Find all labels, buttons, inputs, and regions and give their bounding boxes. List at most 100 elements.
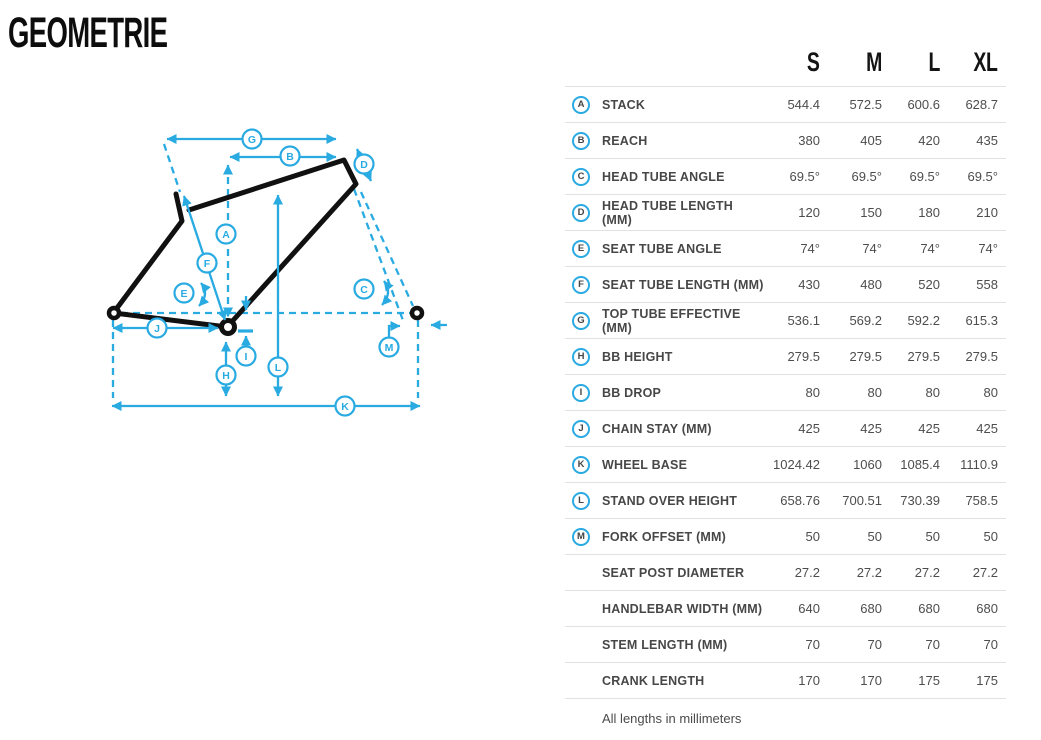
row-letter-cell: I <box>565 383 602 402</box>
row-letter-cell <box>565 672 602 690</box>
row-label: SEAT POST DIAMETER <box>602 565 745 580</box>
row-letter-badge: H <box>572 347 590 366</box>
row-label: HEAD TUBE LENGTH (MM) <box>602 198 733 227</box>
table-row: I BB DROP 80 80 80 80 <box>565 374 1006 410</box>
value-l: 70 <box>925 637 940 652</box>
row-letter-cell: L <box>565 491 602 510</box>
table-row: CRANK LENGTH 170 170 175 175 <box>565 662 1006 698</box>
value-l: 420 <box>918 133 940 148</box>
value-s: 80 <box>805 385 820 400</box>
value-xl: 279.5 <box>965 349 998 364</box>
value-l: 69.5° <box>909 169 940 184</box>
rear-axle <box>106 305 122 321</box>
table-row: A STACK 544.4 572.5 600.6 628.7 <box>565 86 1006 122</box>
value-s: 658.76 <box>780 493 820 508</box>
value-s: 544.4 <box>787 97 820 112</box>
diagram-badge-letter-B: B <box>286 151 294 163</box>
diagram-badge-letter-F: F <box>204 258 211 270</box>
table-row: HANDLEBAR WIDTH (MM) 640 680 680 680 <box>565 590 1006 626</box>
value-xl: 1110.9 <box>960 457 998 472</box>
value-s: 425 <box>798 421 820 436</box>
value-l: 279.5 <box>907 349 940 364</box>
chain-stay <box>111 310 230 330</box>
value-l: 27.2 <box>914 565 940 580</box>
diagram-badge-letter-M: M <box>385 342 394 354</box>
value-s: 430 <box>798 277 820 292</box>
row-label: FORK OFFSET (MM) <box>602 529 727 544</box>
row-letter-cell <box>565 600 602 618</box>
diagram-badge-C <box>353 278 375 300</box>
value-m: 170 <box>860 673 882 688</box>
diagram-badge-letter-E: E <box>180 288 187 300</box>
value-m: 150 <box>860 205 882 220</box>
diagram-badge-D <box>353 153 375 175</box>
size-header-xl: XL <box>973 47 998 77</box>
diagram-badge-I <box>235 345 257 367</box>
table-row: E SEAT TUBE ANGLE 74° 74° 74° 74° <box>565 230 1006 266</box>
table-row: SEAT POST DIAMETER 27.2 27.2 27.2 27.2 <box>565 554 1006 590</box>
row-label: SEAT TUBE LENGTH (MM) <box>602 277 764 292</box>
value-xl: 80 <box>983 385 998 400</box>
value-s: 1024.42 <box>773 457 820 472</box>
value-l: 425 <box>918 421 940 436</box>
value-xl: 558 <box>976 277 998 292</box>
value-l: 80 <box>925 385 940 400</box>
row-label: STAND OVER HEIGHT <box>602 493 738 508</box>
value-m: 279.5 <box>849 349 882 364</box>
value-m: 405 <box>860 133 882 148</box>
row-letter-cell: G <box>565 311 602 330</box>
value-s: 380 <box>798 133 820 148</box>
value-m: 74° <box>862 241 882 256</box>
table-row: G TOP TUBE EFFECTIVE (MM) 536.1 569.2 59… <box>565 302 1006 338</box>
value-l: 175 <box>918 673 940 688</box>
row-letter-badge: B <box>572 131 590 150</box>
table-row: J CHAIN STAY (MM) 425 425 425 425 <box>565 410 1006 446</box>
value-xl: 435 <box>976 133 998 148</box>
diagram-badge-A <box>215 223 237 245</box>
diagram-badge-letter-C: C <box>360 284 368 296</box>
row-letter-badge: I <box>572 383 590 402</box>
table-row: C HEAD TUBE ANGLE 69.5° 69.5° 69.5° 69.5… <box>565 158 1006 194</box>
row-letter-cell <box>565 636 602 654</box>
diagram-badge-letter-J: J <box>154 323 160 335</box>
front-axle <box>409 305 425 321</box>
value-xl: 69.5° <box>967 169 998 184</box>
row-letter-cell: J <box>565 419 602 438</box>
table-row: B REACH 380 405 420 435 <box>565 122 1006 158</box>
size-header-m: M <box>866 47 882 77</box>
row-letter-badge: F <box>572 275 590 294</box>
value-s: 50 <box>805 529 820 544</box>
value-xl: 74° <box>978 241 998 256</box>
diagram-badge-M <box>378 336 400 358</box>
diagram-badge-L <box>267 356 289 378</box>
row-letter-cell: K <box>565 455 602 474</box>
row-letter-cell: M <box>565 527 602 546</box>
row-letter-badge: M <box>572 527 590 546</box>
seat-tube-stub-and-seat-stay <box>111 191 185 315</box>
value-s: 70 <box>805 637 820 652</box>
row-label: SEAT TUBE ANGLE <box>602 241 722 256</box>
row-label: TOP TUBE EFFECTIVE (MM) <box>602 306 741 335</box>
value-xl: 175 <box>976 673 998 688</box>
diagram-badge-F <box>196 252 218 274</box>
value-l: 1085.4 <box>900 457 940 472</box>
row-letter-cell: H <box>565 347 602 366</box>
row-label: CHAIN STAY (MM) <box>602 421 712 436</box>
diagram-badge-letter-G: G <box>248 134 256 146</box>
row-letter-badge: C <box>572 167 590 186</box>
row-label: HANDLEBAR WIDTH (MM) <box>602 601 763 616</box>
row-label: WHEEL BASE <box>602 457 688 472</box>
diagram-badge-G <box>241 128 263 150</box>
value-xl: 758.5 <box>965 493 998 508</box>
table-body: A STACK 544.4 572.5 600.6 628.7 B REACH … <box>565 86 1006 699</box>
size-header-row: S M L XL <box>565 44 1006 86</box>
value-m: 700.51 <box>842 493 882 508</box>
table-row: D HEAD TUBE LENGTH (MM) 120 150 180 210 <box>565 194 1006 230</box>
diagram-badge-letter-A: A <box>222 229 230 241</box>
value-l: 74° <box>920 241 940 256</box>
table-row: H BB HEIGHT 279.5 279.5 279.5 279.5 <box>565 338 1006 374</box>
diagram-badge-K <box>334 395 356 417</box>
bike-geometry-diagram: A B C D E F G H I J K L M <box>106 128 447 417</box>
row-letter-badge: L <box>572 491 590 510</box>
value-m: 680 <box>860 601 882 616</box>
